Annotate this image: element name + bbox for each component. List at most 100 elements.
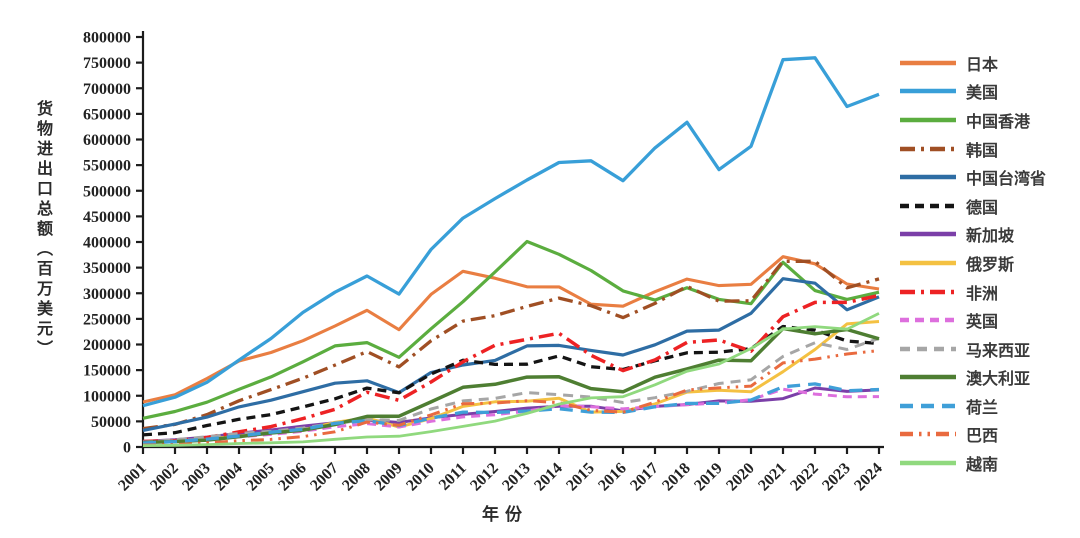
legend-item-korea: 韩国: [899, 138, 1046, 160]
legend-item-japan: 日本: [899, 52, 1046, 74]
legend-item-uk: 英国: [899, 309, 1046, 331]
series-line-usa: [142, 56, 880, 408]
legend-swatch-africa: [900, 289, 956, 294]
x-tick-label: 2022: [787, 460, 822, 495]
legend-swatch-japan: [900, 60, 956, 66]
x-tick-label: 2019: [691, 460, 726, 495]
legend-item-netherlands: 荷兰: [899, 395, 1046, 417]
y-tick-label: 450000: [83, 209, 131, 226]
series-line-korea: [142, 259, 880, 431]
legend-item-taiwan: 中国台湾省: [899, 166, 1046, 188]
x-tick-label: 2001: [115, 460, 150, 495]
legend-item-germany: 德国: [899, 195, 1046, 217]
legend-item-singapore: 新加坡: [899, 224, 1046, 246]
legend-label-japan: 日本: [966, 56, 999, 74]
legend-item-hongkong: 中国香港: [899, 109, 1046, 131]
y-axis-title: 货物进出口总额（百万美元）: [34, 100, 51, 360]
legend-label-brazil: 巴西: [966, 428, 999, 446]
x-tick-label: 2014: [531, 460, 566, 495]
legend-label-hongkong: 中国香港: [966, 113, 1031, 131]
legend-swatch-australia: [900, 374, 956, 380]
legend-label-africa: 非洲: [966, 285, 999, 303]
legend-label-singapore: 新加坡: [966, 228, 1015, 246]
legend-label-vietnam: 越南: [966, 457, 999, 475]
legend-item-russia: 俄罗斯: [899, 252, 1046, 274]
y-tick-label: 400000: [83, 235, 131, 252]
x-tick-label: 2002: [147, 460, 182, 495]
series-line-vietnam: [142, 312, 880, 447]
x-tick-label: 2017: [627, 460, 662, 495]
x-tick-label: 2010: [403, 460, 438, 495]
legend-label-taiwan: 中国台湾省: [966, 171, 1047, 189]
x-tick-label: 2004: [211, 460, 246, 495]
legend-label-uk: 英国: [966, 314, 999, 332]
legend-label-malaysia: 马来西亚: [966, 342, 1031, 360]
y-tick-label: 200000: [83, 337, 131, 354]
x-tick-label: 2009: [371, 460, 406, 495]
legend-swatch-netherlands: [900, 403, 956, 409]
series-line-malaysia: [142, 336, 880, 444]
legend-item-malaysia: 马来西亚: [899, 338, 1046, 360]
y-tick-label: 0: [123, 440, 131, 457]
y-tick-label: 750000: [83, 55, 131, 72]
x-tick-label: 2015: [563, 460, 598, 495]
legend-swatch-vietnam: [900, 460, 956, 466]
legend-swatch-russia: [900, 260, 956, 266]
legend-swatch-singapore: [900, 232, 956, 237]
x-tick-label: 2020: [723, 460, 758, 495]
y-tick-label: 500000: [83, 183, 131, 200]
legend-label-usa: 美国: [966, 85, 999, 103]
legend-label-russia: 俄罗斯: [966, 256, 1015, 274]
x-tick-label: 2016: [595, 460, 630, 495]
y-tick-label: 650000: [83, 106, 131, 123]
legend-item-australia: 澳大利亚: [899, 367, 1046, 389]
y-tick-label: 700000: [83, 81, 131, 98]
y-tick-label: 600000: [83, 132, 131, 149]
series-line-australia: [142, 326, 880, 445]
legend-item-brazil: 巴西: [899, 424, 1046, 446]
x-tick-label: 2008: [339, 460, 374, 495]
x-tick-label: 2007: [307, 460, 342, 495]
x-tick-label: 2021: [755, 460, 790, 495]
legend-swatch-brazil: [900, 432, 956, 437]
y-tick-label: 300000: [83, 286, 131, 303]
x-tick-label: 2006: [275, 460, 310, 495]
legend-swatch-germany: [900, 203, 956, 209]
legend-swatch-malaysia: [900, 346, 956, 351]
y-tick-label: 550000: [83, 158, 131, 175]
y-tick-label: 100000: [83, 388, 131, 405]
x-tick-label: 2013: [499, 460, 534, 495]
legend-item-africa: 非洲: [899, 281, 1046, 303]
y-tick-label: 150000: [83, 363, 131, 380]
series-line-taiwan: [142, 277, 880, 432]
legend-swatch-korea: [900, 146, 956, 151]
x-tick-label: 2018: [659, 460, 694, 495]
x-tick-label: 2011: [436, 460, 470, 494]
legend-swatch-usa: [900, 89, 956, 94]
y-tick-label: 800000: [83, 30, 131, 47]
legend-item-usa: 美国: [899, 81, 1046, 103]
series-line-netherlands: [142, 382, 880, 445]
legend-item-vietnam: 越南: [899, 452, 1046, 474]
y-tick-label: 50000: [91, 414, 131, 431]
series-line-japan: [142, 255, 880, 404]
legend-label-australia: 澳大利亚: [966, 371, 1031, 389]
legend-swatch-hongkong: [900, 117, 956, 123]
legend-swatch-taiwan: [900, 174, 956, 180]
legend-label-netherlands: 荷兰: [966, 399, 999, 417]
legend-swatch-uk: [900, 317, 956, 323]
legend-label-germany: 德国: [966, 199, 999, 217]
x-tick-label: 2005: [243, 460, 278, 495]
y-tick-label: 250000: [83, 311, 131, 328]
x-axis-title: 年份: [482, 505, 528, 524]
series-line-africa: [142, 293, 880, 444]
legend: 日本美国中国香港韩国中国台湾省德国新加坡俄罗斯非洲英国马来西亚澳大利亚荷兰巴西越…: [899, 52, 1046, 481]
x-tick-label: 2012: [467, 460, 502, 495]
y-tick-label: 350000: [83, 260, 131, 277]
legend-label-korea: 韩国: [966, 142, 999, 160]
x-tick-label: 2023: [819, 460, 854, 495]
x-tick-label: 2003: [179, 460, 214, 495]
x-tick-label: 2024: [851, 460, 886, 495]
